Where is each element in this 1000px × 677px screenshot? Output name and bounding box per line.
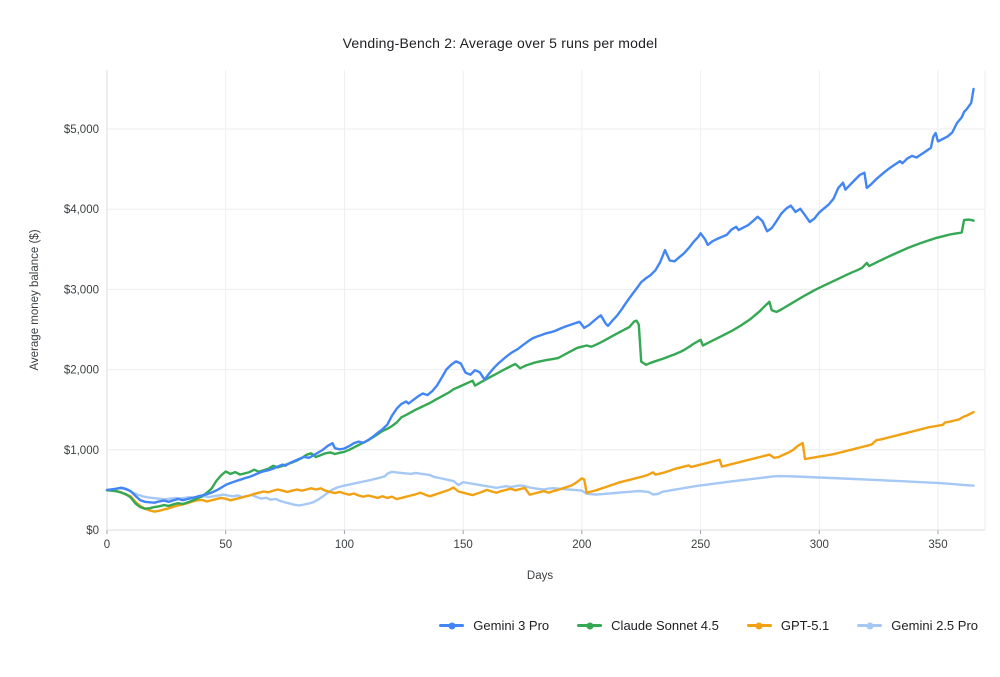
x-axis-title: Days (527, 570, 553, 582)
legend-marker-gpt-5-1-icon (746, 624, 772, 627)
y-tick-label: $1,000 (64, 445, 99, 457)
legend-item-gemini-3-pro[interactable]: Gemini 3 Pro (439, 618, 549, 633)
x-tick-label: 300 (810, 539, 829, 551)
legend-item-claude-sonnet-4-5[interactable]: Claude Sonnet 4.5 (577, 618, 719, 633)
x-tick-label: 50 (219, 539, 232, 551)
y-tick-label: $4,000 (64, 204, 99, 216)
legend-label-gemini-3-pro: Gemini 3 Pro (473, 618, 550, 633)
x-tick-label: 250 (691, 539, 710, 551)
series-line-claude-sonnet-4-5 (105, 218, 975, 510)
legend-label-gemini-2-5-pro: Gemini 2.5 Pro (891, 618, 978, 633)
legend-label-gpt-5-1: GPT-5.1 (780, 618, 830, 633)
legend-marker-gemini-2-5-pro-icon (857, 624, 883, 627)
y-tick-label: $5,000 (64, 124, 99, 136)
y-tick-label: $2,000 (64, 365, 99, 377)
x-tick-label: 100 (335, 539, 354, 551)
y-axis-title: Average money balance ($) (29, 229, 41, 370)
series-line-gemini-2-5-pro (105, 470, 975, 507)
x-tick-label: 350 (928, 539, 947, 551)
legend-item-gpt-5-1[interactable]: GPT-5.1 (746, 618, 830, 633)
y-tick-label: $3,000 (64, 284, 99, 296)
chart-title: Vending-Bench 2: Average over 5 runs per… (342, 35, 658, 51)
series-line-gemini-3-pro (105, 87, 975, 504)
legend: Gemini 3 Pro Claude Sonnet 4.5 GPT-5.1 G… (0, 618, 978, 633)
x-tick-label: 200 (572, 539, 591, 551)
legend-marker-claude-sonnet-4-5-icon (577, 624, 603, 627)
legend-marker-gemini-3-pro-icon (439, 624, 465, 627)
x-tick-label: 0 (104, 539, 110, 551)
legend-label-claude-sonnet-4-5: Claude Sonnet 4.5 (611, 618, 719, 633)
series-line-gpt-5-1 (105, 410, 975, 513)
legend-item-gemini-2-5-pro[interactable]: Gemini 2.5 Pro (857, 618, 978, 633)
y-tick-label: $0 (86, 525, 99, 537)
x-tick-label: 150 (454, 539, 473, 551)
plot-area: Average money balance ($) Days $0 $1,000 $… (29, 70, 986, 582)
